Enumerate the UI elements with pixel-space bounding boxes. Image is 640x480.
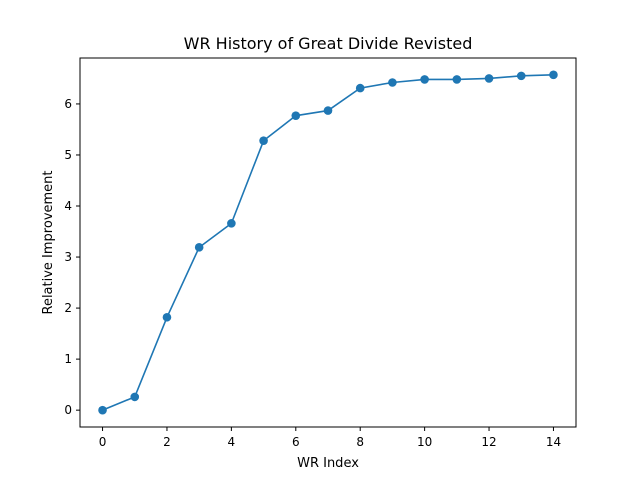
y-tick-label: 5 bbox=[64, 148, 72, 162]
data-point bbox=[130, 392, 140, 402]
y-tick-label: 1 bbox=[64, 352, 72, 366]
x-tick-label: 2 bbox=[163, 435, 171, 449]
x-tick-label: 6 bbox=[292, 435, 300, 449]
data-point bbox=[355, 83, 365, 93]
data-point bbox=[420, 75, 429, 84]
data-point bbox=[549, 70, 558, 80]
x-tick-label: 8 bbox=[356, 435, 364, 449]
x-axis-ticks: 0 2 4 6 8 10 12 14 bbox=[99, 427, 561, 449]
axes-frame bbox=[79, 57, 577, 428]
data-point bbox=[98, 405, 107, 415]
chart-title: WR History of Great Divide Revisted bbox=[184, 34, 473, 53]
y-axis-ticks: 0 1 2 3 4 5 6 bbox=[64, 97, 80, 417]
x-tick-label: 4 bbox=[228, 435, 236, 449]
x-tick-label: 0 bbox=[99, 435, 107, 449]
data-point bbox=[162, 312, 172, 322]
data-point bbox=[516, 71, 526, 81]
x-tick-label: 14 bbox=[546, 435, 561, 449]
x-axis-label: WR Index bbox=[297, 456, 359, 471]
data-point bbox=[194, 243, 204, 252]
data-point bbox=[452, 75, 462, 84]
y-axis-label: Relative Improvement bbox=[41, 170, 56, 314]
data-point bbox=[323, 106, 333, 115]
y-tick-label: 3 bbox=[64, 250, 72, 264]
x-tick-label: 12 bbox=[481, 435, 496, 449]
data-point bbox=[484, 74, 494, 83]
y-tick-label: 6 bbox=[64, 97, 72, 111]
x-tick-label: 10 bbox=[417, 435, 432, 449]
series-layer bbox=[98, 70, 558, 415]
data-point bbox=[227, 219, 236, 228]
data-point bbox=[291, 111, 301, 120]
y-tick-label: 2 bbox=[64, 301, 72, 315]
data-point bbox=[259, 136, 268, 145]
data-point bbox=[388, 78, 397, 87]
y-tick-label: 0 bbox=[64, 403, 72, 417]
plot-area bbox=[80, 58, 576, 427]
y-tick-label: 4 bbox=[64, 199, 72, 213]
